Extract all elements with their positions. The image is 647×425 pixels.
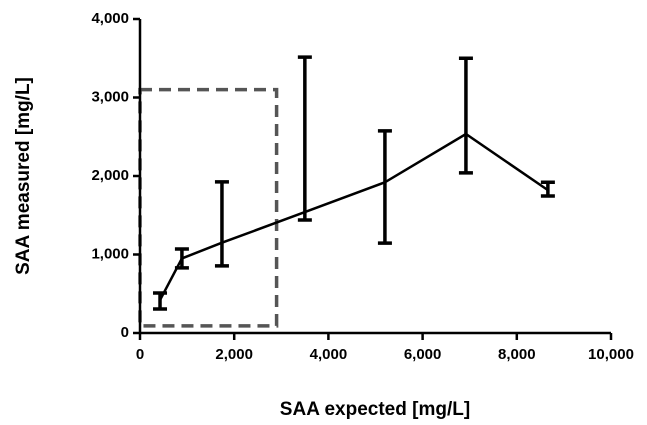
x-tick-label: 2,000	[215, 346, 253, 363]
error-bar	[214, 180, 229, 268]
highlight-box	[138, 87, 279, 328]
data-line	[158, 132, 549, 301]
error-bar	[297, 55, 312, 222]
x-tick-label: 10,000	[588, 346, 634, 363]
x-tick-label: 4,000	[310, 346, 348, 363]
y-tick-label: 3,000	[91, 88, 129, 105]
error-bar	[377, 129, 392, 245]
x-tick-label: 6,000	[404, 346, 442, 363]
error-bar	[174, 247, 189, 270]
y-tick-label: 1,000	[91, 245, 129, 262]
x-tick-label: 0	[136, 346, 144, 363]
error-bar	[458, 56, 473, 175]
y-axis-label: SAA measured [mg/L]	[13, 77, 34, 275]
error-bar	[540, 180, 555, 198]
x-axis-label: SAA expected [mg/L]	[280, 399, 470, 420]
x-tick-label: 8,000	[498, 346, 536, 363]
y-tick-label: 0	[121, 324, 129, 341]
error-bar	[153, 291, 168, 311]
y-tick-label: 2,000	[91, 167, 129, 184]
y-tick-label: 4,000	[91, 10, 129, 27]
